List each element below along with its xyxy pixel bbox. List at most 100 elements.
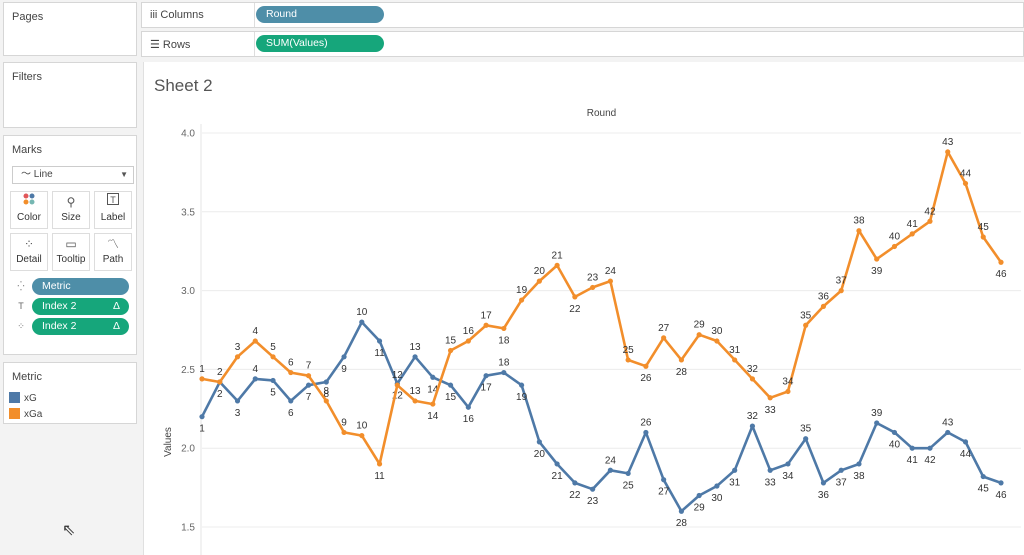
data-label-xga: 42 [924, 206, 936, 217]
rows-shelf-label: ☰ Rows [150, 38, 190, 51]
detail-button[interactable]: ⁘ Detail [10, 233, 48, 271]
data-label-xg: 27 [658, 487, 670, 498]
data-point-xga [447, 347, 454, 354]
rows-label-text: Rows [162, 39, 191, 51]
data-label-xg: 16 [463, 414, 475, 425]
shelf-divider [254, 32, 255, 56]
label-icon: T [95, 192, 131, 212]
data-point-xg [252, 376, 258, 382]
data-point-xg [341, 354, 347, 360]
data-point-xga [607, 278, 613, 284]
data-label-xg: 45 [978, 484, 990, 495]
data-label-xg: 4 [252, 364, 258, 375]
detail-small-icon: ⁘ [17, 321, 25, 331]
data-point-xg [288, 398, 294, 404]
data-point-xga [980, 234, 986, 240]
data-label-xga: 38 [853, 216, 865, 227]
data-label-xg: 31 [729, 477, 741, 488]
sheet-title: Sheet 2 [154, 76, 213, 95]
color-dots-icon: ⁛ [17, 281, 25, 291]
sum-values-pill[interactable]: SUM(Values) [256, 35, 384, 52]
data-point-xg [483, 373, 489, 379]
data-point-xg [874, 420, 880, 426]
rows-shelf[interactable]: ☰ Rows SUM(Values) [141, 31, 1024, 57]
data-point-xga [519, 297, 525, 303]
data-point-xga [572, 294, 578, 300]
data-label-xga: 7 [306, 361, 312, 372]
data-point-xg [732, 467, 738, 473]
data-point-xg [643, 429, 649, 436]
tooltip-button[interactable]: ▭ Tooltip [52, 233, 90, 271]
data-label-xg: 32 [747, 411, 759, 422]
y-tick-label: 3.0 [181, 286, 195, 297]
data-point-xga [678, 357, 685, 363]
data-label-xg: 26 [640, 417, 652, 428]
data-label-xga: 18 [498, 335, 510, 346]
data-label-xga: 8 [324, 386, 330, 397]
data-point-xga [643, 363, 649, 369]
data-point-xg [590, 486, 596, 492]
data-point-xga [554, 262, 560, 268]
data-point-xga [874, 256, 880, 262]
data-label-xga: 17 [481, 310, 493, 321]
filters-card[interactable]: Filters [3, 62, 137, 128]
data-point-xg [714, 483, 720, 489]
size-icon: ⚲ [66, 195, 76, 209]
data-point-xga [661, 335, 667, 341]
detail-icon: ⁘ [23, 237, 35, 251]
path-button[interactable]: 〽 Path [94, 233, 132, 271]
data-label-xga: 37 [836, 276, 848, 287]
metric-pill[interactable]: Metric [32, 278, 129, 295]
data-point-xga [412, 398, 418, 404]
data-point-xg [625, 470, 631, 477]
data-label-xg: 28 [676, 518, 688, 529]
data-label-xg: 5 [270, 387, 276, 398]
data-label-xg: 17 [481, 383, 493, 394]
mouse-cursor-icon: ⇖ [62, 522, 76, 539]
sheet-view[interactable]: Sheet 2 Round 1.5 2.0 2.5 3.0 3.5 4.0 Values 1 2 3… [143, 62, 1024, 555]
data-label-xga: 2 [217, 389, 223, 400]
data-point-xga [501, 325, 507, 332]
data-point-xga [767, 395, 773, 401]
size-label: Size [61, 212, 81, 223]
data-label-xga: 40 [889, 231, 901, 242]
index2-detail-pill-text: Index 2 [42, 320, 77, 332]
data-label-xg: 21 [552, 471, 564, 482]
data-label-xg: 15 [445, 392, 457, 403]
data-label-xga: 24 [605, 266, 617, 277]
index2-label-pill[interactable]: Index 2 Δ [32, 298, 129, 315]
data-label-xga: 27 [658, 323, 670, 334]
legend-item-xga[interactable]: xGa [9, 408, 42, 420]
data-label-xga: 46 [995, 269, 1007, 280]
label-button[interactable]: T Label [94, 191, 132, 229]
pages-card[interactable]: Pages [3, 2, 137, 56]
mark-type-dropdown[interactable]: 〜 Line ▼ [12, 166, 134, 184]
data-point-xg [803, 436, 809, 442]
index2-detail-pill[interactable]: Index 2 Δ [32, 318, 129, 335]
svg-text:T: T [110, 195, 116, 205]
size-button[interactable]: ⚲ Size [52, 191, 90, 229]
color-label: Color [17, 212, 41, 223]
data-label-xg: 36 [818, 490, 830, 501]
label-text: Label [100, 212, 126, 223]
data-point-xg [572, 480, 578, 486]
legend-item-xg[interactable]: xG [9, 392, 37, 404]
data-point-xg [519, 382, 525, 388]
data-point-xg [234, 398, 241, 404]
columns-shelf[interactable]: iii Columns Round [141, 2, 1024, 28]
data-label-xg: 19 [516, 392, 528, 403]
data-label-xga: 39 [871, 266, 883, 277]
data-label-xg: 14 [427, 384, 439, 395]
path-icon: 〽 [106, 237, 119, 251]
data-label-xg: 12 [392, 391, 404, 402]
data-point-xg [536, 439, 542, 445]
data-point-xg [678, 508, 685, 514]
data-label-xga: 21 [552, 250, 564, 261]
path-label: Path [102, 254, 124, 265]
color-button[interactable]: Color [10, 191, 48, 229]
data-point-xg [909, 445, 915, 451]
round-pill[interactable]: Round [256, 6, 384, 23]
data-label-xga: 34 [782, 376, 794, 387]
data-label-xga: 6 [288, 358, 294, 369]
